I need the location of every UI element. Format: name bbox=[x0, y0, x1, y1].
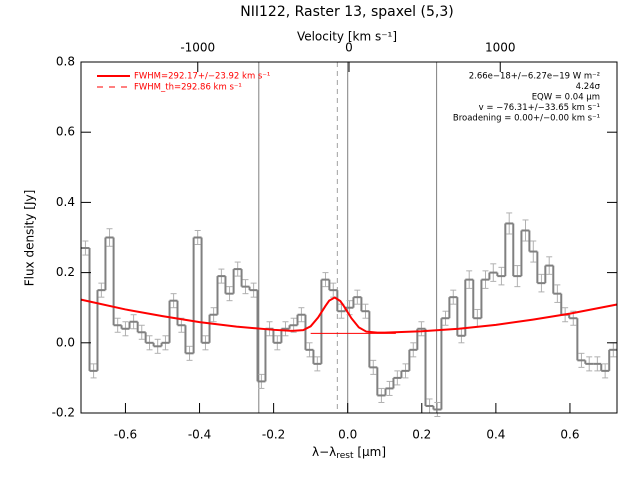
x-tick-label: 0.2 bbox=[412, 428, 431, 442]
x2-tick-label: -1000 bbox=[180, 41, 215, 55]
y-tick-label: 0.0 bbox=[56, 335, 75, 349]
legend-label: FWHM=292.17+/−23.92 km s⁻¹ bbox=[134, 72, 270, 82]
fit-curve bbox=[80, 296, 618, 334]
x-label-unit: [μm] bbox=[354, 445, 387, 459]
annotation: 2.66e−18+/−6.27e−19 W m⁻² bbox=[469, 72, 600, 82]
y-tick-label: 0.6 bbox=[56, 125, 75, 139]
y-tick-label: -0.2 bbox=[52, 406, 75, 420]
y-tick-label: 0.4 bbox=[56, 195, 75, 209]
x-axis-label: λ−λrest [μm] bbox=[312, 445, 386, 461]
annotation: 4.24σ bbox=[576, 82, 601, 92]
x-tick-label: 0.6 bbox=[560, 428, 579, 442]
x-tick-label: -0.4 bbox=[188, 428, 211, 442]
x2-tick-label: 0 bbox=[345, 41, 353, 55]
x-tick-label: 0.4 bbox=[486, 428, 505, 442]
x-tick-label: -0.2 bbox=[262, 428, 285, 442]
x-label-main: λ−λ bbox=[312, 445, 336, 459]
annotation: Broadening = 0.00+/−0.00 km s⁻¹ bbox=[453, 114, 600, 124]
legend-label: FWHM_th=292.86 km s⁻¹ bbox=[134, 83, 242, 93]
y-tick-label: 0.2 bbox=[56, 265, 75, 279]
y-axis-label: Flux density [Jy] bbox=[23, 190, 37, 287]
x-tick-label: -0.6 bbox=[114, 428, 137, 442]
y-tick-label: 0.8 bbox=[56, 55, 75, 69]
top-axis-label: Velocity [km s⁻¹] bbox=[297, 30, 397, 44]
annotation: EQW = 0.04 μm bbox=[532, 93, 600, 103]
chart-title: NII122, Raster 13, spaxel (5,3) bbox=[240, 4, 453, 20]
x2-tick-label: 1000 bbox=[485, 41, 516, 55]
annotation: v = −76.31+/−33.65 km s⁻¹ bbox=[479, 103, 600, 113]
x-label-sub: rest bbox=[336, 451, 354, 461]
x-tick-label: 0.0 bbox=[338, 428, 357, 442]
